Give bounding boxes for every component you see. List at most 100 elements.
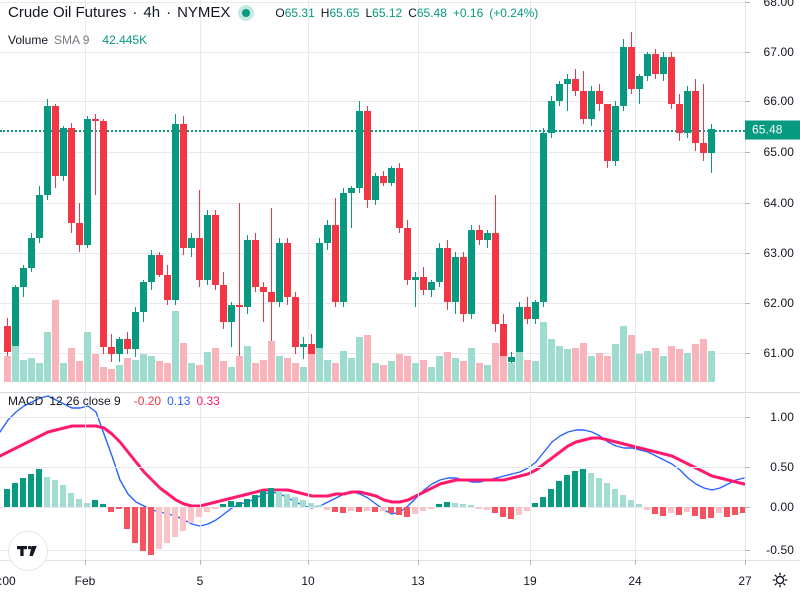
candlestick[interactable]	[268, 292, 275, 303]
candlestick[interactable]	[180, 123, 187, 248]
candlestick[interactable]	[220, 284, 227, 322]
candlestick[interactable]	[84, 118, 91, 246]
macd-pane[interactable]: 1.00 0.50 0.00 -0.50	[0, 394, 800, 560]
candlestick[interactable]	[396, 168, 403, 228]
candlestick[interactable]	[292, 297, 299, 347]
candlestick[interactable]	[564, 78, 571, 84]
candlestick[interactable]	[580, 91, 587, 119]
candlestick[interactable]	[68, 128, 75, 223]
candlestick[interactable]	[428, 282, 435, 290]
candlestick[interactable]	[284, 242, 291, 298]
candlestick[interactable]	[476, 230, 483, 241]
candlestick[interactable]	[108, 346, 115, 355]
candlestick[interactable]	[60, 128, 67, 176]
candlestick[interactable]	[212, 215, 219, 285]
candlestick[interactable]	[404, 227, 411, 280]
macd-legend[interactable]: MACD 12 26 close 9 -0.20 0.13 0.33	[8, 392, 220, 410]
candlestick[interactable]	[700, 143, 707, 154]
candlestick[interactable]	[572, 78, 579, 92]
volume-legend[interactable]: Volume SMA 9 42.445K	[8, 31, 147, 49]
candlestick[interactable]	[532, 302, 539, 320]
candlestick[interactable]	[620, 46, 627, 107]
candlestick[interactable]	[204, 215, 211, 280]
candlestick[interactable]	[364, 111, 371, 201]
symbol-title[interactable]: Crude Oil Futures	[8, 4, 127, 21]
candlestick[interactable]	[412, 277, 419, 280]
candlestick[interactable]	[356, 111, 363, 188]
main-legend[interactable]: Crude Oil Futures · 4h · NYMEX O65.31 H65.65 L6…	[8, 4, 538, 22]
candlestick[interactable]	[52, 106, 59, 176]
candlestick[interactable]	[596, 91, 603, 104]
candlestick[interactable]	[508, 356, 515, 362]
interval-label[interactable]: 4h	[143, 4, 161, 21]
candlestick[interactable]	[228, 304, 235, 322]
candlestick[interactable]	[684, 91, 691, 134]
candlestick[interactable]	[460, 257, 467, 315]
candlestick[interactable]	[548, 101, 555, 134]
candlestick[interactable]	[100, 121, 107, 347]
candlestick[interactable]	[516, 307, 523, 357]
candlestick[interactable]	[436, 247, 443, 283]
price-axis[interactable]: 68.00 67.00 66.00 65.00 64.00 63.00 62.00 61.00…	[745, 0, 800, 392]
candlestick[interactable]	[524, 307, 531, 320]
settings-gear-icon[interactable]	[770, 570, 790, 590]
candlestick[interactable]	[652, 54, 659, 74]
candlestick[interactable]	[92, 118, 99, 122]
candlestick[interactable]	[252, 240, 259, 288]
candlestick[interactable]	[636, 76, 643, 89]
macd-indicator-name[interactable]: MACD	[8, 394, 44, 408]
candlestick[interactable]	[692, 91, 699, 144]
pane-divider[interactable]	[0, 392, 800, 393]
candlestick[interactable]	[76, 222, 83, 246]
candlestick[interactable]	[380, 175, 387, 184]
candlestick[interactable]	[588, 91, 595, 119]
candlestick[interactable]	[148, 254, 155, 283]
candlestick[interactable]	[628, 46, 635, 89]
candlestick[interactable]	[452, 257, 459, 303]
candlestick[interactable]	[340, 192, 347, 303]
tradingview-logo[interactable]	[8, 531, 48, 571]
macd-axis[interactable]: 1.00 0.50 0.00 -0.50	[745, 394, 800, 560]
candlestick[interactable]	[492, 232, 499, 325]
candlestick[interactable]	[236, 304, 243, 308]
candlestick[interactable]	[124, 339, 131, 350]
candlestick[interactable]	[708, 129, 715, 154]
candlestick[interactable]	[348, 188, 355, 193]
candlestick[interactable]	[300, 344, 307, 347]
candlestick[interactable]	[20, 268, 27, 288]
candlestick[interactable]	[276, 242, 283, 303]
candlestick[interactable]	[420, 277, 427, 290]
candlestick[interactable]	[668, 56, 675, 104]
candlestick[interactable]	[372, 175, 379, 201]
candlestick[interactable]	[188, 237, 195, 248]
candlestick[interactable]	[660, 56, 667, 74]
candlestick[interactable]	[36, 195, 43, 238]
candlestick[interactable]	[444, 247, 451, 303]
candlestick[interactable]	[644, 54, 651, 77]
volume-indicator-name[interactable]: Volume	[8, 33, 49, 47]
candlestick[interactable]	[4, 325, 11, 352]
candlestick[interactable]	[540, 133, 547, 303]
candlestick[interactable]	[116, 339, 123, 355]
candlestick[interactable]	[500, 324, 507, 362]
candlestick[interactable]	[196, 237, 203, 280]
candlestick[interactable]	[140, 282, 147, 312]
candlestick[interactable]	[556, 83, 563, 102]
current-price-badge[interactable]: 65.48	[745, 120, 800, 140]
candlestick[interactable]	[164, 274, 171, 300]
candlestick[interactable]	[612, 106, 619, 161]
candlestick[interactable]	[132, 312, 139, 350]
candlestick[interactable]	[172, 123, 179, 300]
candlestick[interactable]	[44, 106, 51, 196]
time-axis[interactable]: 6:00 Feb 5 10 13 19 24 27	[0, 560, 800, 600]
candlestick[interactable]	[12, 287, 19, 352]
price-pane[interactable]: 68.00 67.00 66.00 65.00 64.00 63.00 62.00 61.00…	[0, 0, 800, 392]
candlestick[interactable]	[260, 287, 267, 293]
candlestick[interactable]	[332, 225, 339, 303]
candlestick[interactable]	[604, 103, 611, 161]
candlestick[interactable]	[316, 242, 323, 360]
candlestick[interactable]	[388, 168, 395, 184]
candlestick[interactable]	[244, 240, 251, 308]
candlestick[interactable]	[28, 237, 35, 269]
macd-plot-area[interactable]	[0, 394, 745, 560]
